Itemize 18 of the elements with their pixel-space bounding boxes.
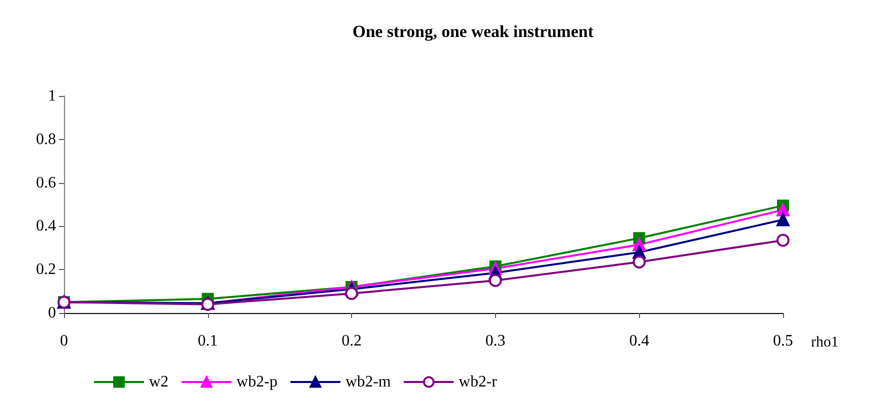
y-tick-label: 0.2 [36, 261, 56, 278]
x-tick-label: 0 [60, 332, 68, 350]
legend-label: wb2-r [458, 374, 498, 390]
legend-label: w2 [149, 374, 169, 390]
legend-label: wb2-p [236, 374, 278, 390]
x-tick-label: 0.4 [629, 332, 650, 350]
x-tick-label: 0.1 [198, 332, 218, 350]
x-tick-label: 0.5 [773, 332, 793, 350]
y-tick-label: 1 [48, 88, 56, 104]
y-tick-label: 0.8 [36, 130, 56, 148]
y-tick-label: 0.4 [36, 218, 56, 235]
legend-label: wb2-m [345, 374, 392, 390]
chart-title: One strong, one weak instrument [352, 22, 594, 41]
x-axis-title: rho1 [811, 334, 838, 350]
x-tick-label: 0.2 [342, 332, 362, 350]
y-tick-label: 0.6 [36, 174, 56, 192]
y-tick-label: 0 [48, 304, 56, 322]
x-tick-label: 0.3 [485, 332, 506, 350]
